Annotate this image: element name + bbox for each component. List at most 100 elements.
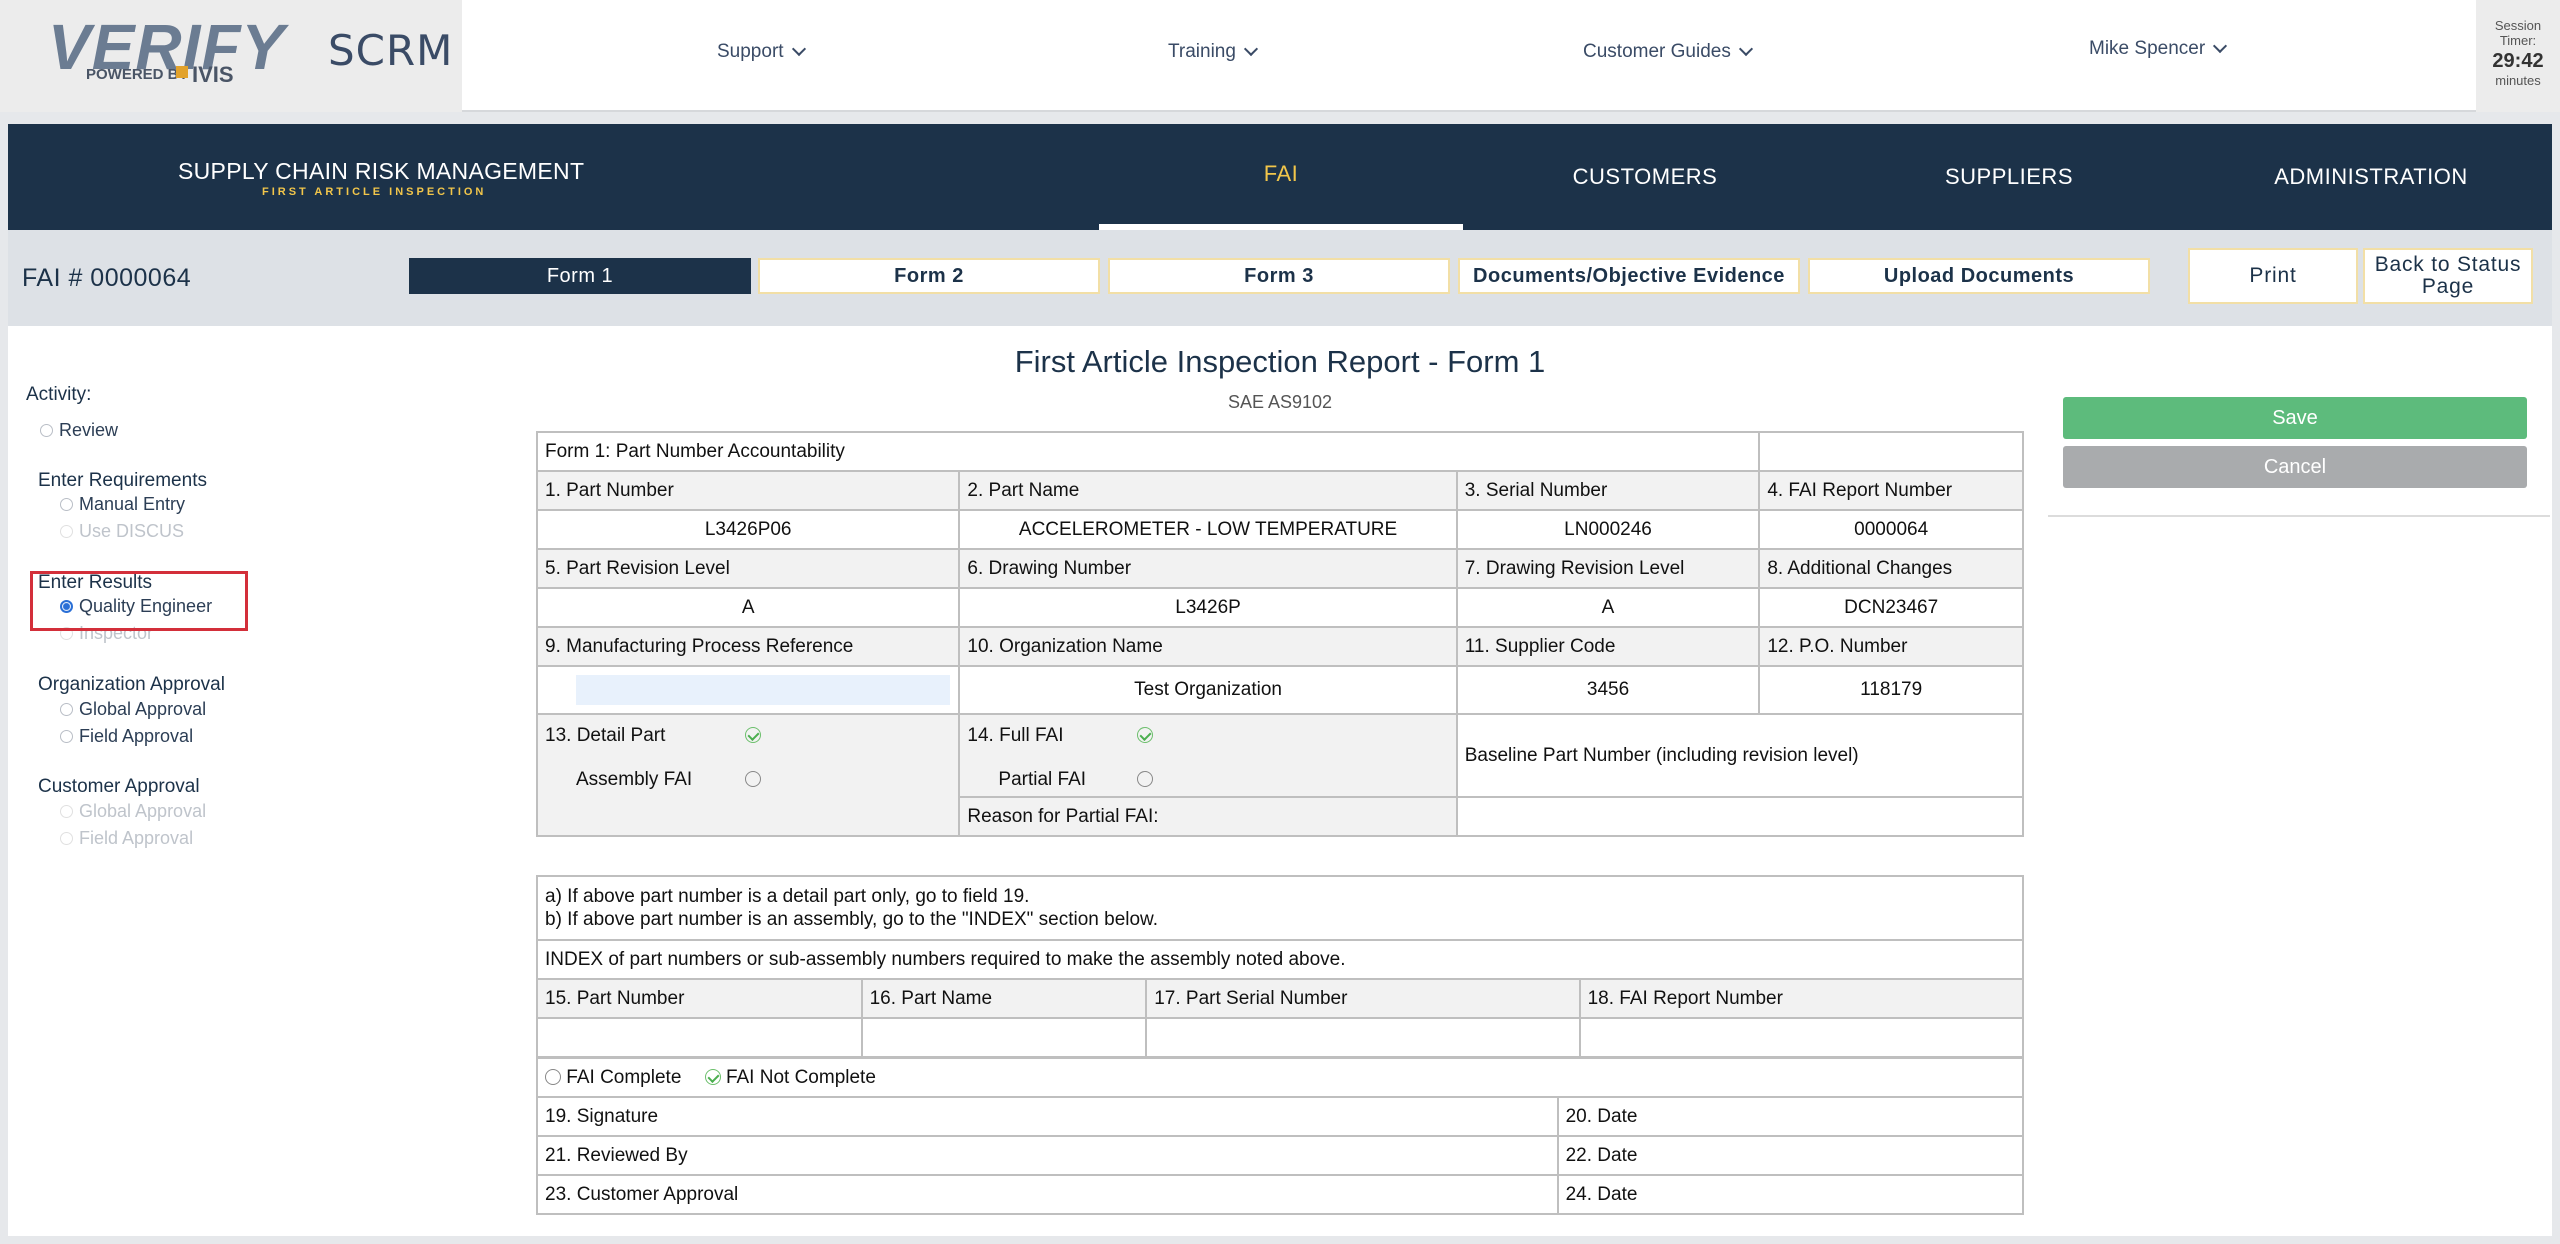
manual-entry-option[interactable]: Manual Entry [60,494,185,515]
tab-suppliers[interactable]: SUPPLIERS [1945,164,2073,189]
back-label-line1: Back to Status [2374,253,2522,276]
detail-part-check-icon[interactable] [745,727,761,743]
cust-field-approval-label: Field Approval [79,828,194,848]
index-part-name-header: 16. Part Name [860,978,1148,1019]
index-part-name-cell[interactable] [860,1017,1148,1058]
logo-powered-by: POWERED BY [86,66,189,83]
index-part-serial-cell[interactable] [1145,1017,1581,1058]
fai-not-complete-check-icon[interactable] [704,1069,721,1086]
customer-approval-heading: Customer Approval [38,776,200,797]
serial-number-header: 3. Serial Number [1455,470,1761,511]
radio-icon [40,424,53,437]
quality-engineer-label: Quality Engineer [79,596,213,616]
drawing-number-value: L3426P [958,587,1458,628]
nav-training[interactable]: Training [1168,41,1259,63]
signature-date-field[interactable]: 20. Date [1556,1096,2025,1137]
user-menu[interactable]: Mike Spencer [2089,38,2228,60]
signature-field[interactable]: 19. Signature [536,1096,1559,1137]
verify-logo-text: VERIFY [48,11,286,83]
radio-icon [60,498,73,511]
index-table: a) If above part number is a detail part… [536,875,2025,1058]
signature-table: FAI Complete FAI Not Complete 19. Signat… [536,1057,2025,1215]
mfg-process-ref-cell [535,665,961,715]
supplier-code-header: 11. Supplier Code [1455,626,1761,667]
fai-number: FAI # 0000064 [22,264,192,292]
part-revision-value: A [535,587,961,628]
organization-name-header: 10. Organization Name [958,626,1458,667]
customer-approval-field[interactable]: 23. Customer Approval [536,1174,1559,1215]
save-button[interactable]: Save [2063,397,2527,439]
tab-form-3[interactable]: Form 3 [1108,258,1450,294]
partial-fai-radio-icon[interactable] [1137,771,1154,787]
nav-support-label: Support [717,41,784,62]
reviewed-date-field[interactable]: 22. Date [1556,1135,2025,1176]
back-to-status-button[interactable]: Back to Status Page [2363,248,2533,304]
org-field-approval-option[interactable]: Field Approval [60,726,193,747]
tab-form-1[interactable]: Form 1 [409,258,751,294]
customer-approval-date-field[interactable]: 24. Date [1556,1174,2025,1215]
review-option[interactable]: Review [40,420,118,441]
part-name-value: ACCELEROMETER - LOW TEMPERATURE [958,509,1458,550]
index-description: INDEX of part numbers or sub-assembly nu… [536,939,2024,980]
divider [2048,515,2550,517]
section-title: Form 1: Part Number Accountability [535,431,1761,472]
chevron-down-icon [1738,41,1753,57]
index-part-number-cell[interactable] [536,1017,863,1058]
tab-customers[interactable]: CUSTOMERS [1572,164,1718,189]
activity-panel: Activity: Review Enter Requirements Manu… [8,326,308,866]
tab-form-2[interactable]: Form 2 [758,258,1100,294]
mfg-process-ref-input[interactable] [576,675,951,705]
tab-documents-evidence[interactable]: Documents/Objective Evidence [1458,258,1800,294]
activity-label: Activity: [26,384,92,405]
index-fai-report-cell[interactable] [1578,1017,2025,1058]
mfg-process-ref-header: 9. Manufacturing Process Reference [535,626,961,667]
quality-engineer-option[interactable]: Quality Engineer [60,596,212,617]
nav-support[interactable]: Support [717,41,806,63]
session-timer: Session Timer: 29:42 minutes [2476,0,2560,112]
tab-administration[interactable]: ADMINISTRATION [2274,164,2468,189]
assembly-fai-label: Assembly FAI [576,769,693,790]
print-button[interactable]: Print [2188,248,2358,304]
tab-fai[interactable]: FAI [1099,124,1463,230]
org-global-approval-option[interactable]: Global Approval [60,699,206,720]
nav-customer-guides[interactable]: Customer Guides [1583,41,1753,63]
logo[interactable]: VERIFY POWERED BY IVIS SCRM [0,0,462,112]
app-subtitle: FIRST ARTICLE INSPECTION [262,186,487,198]
instruction-a: a) If above part number is a detail part… [545,886,1030,907]
organization-name-value: Test Organization [958,665,1458,715]
part-revision-header: 5. Part Revision Level [535,548,961,589]
part-number-value: L3426P06 [535,509,961,550]
fai-complete-radio-icon[interactable] [545,1069,561,1086]
enter-requirements-heading: Enter Requirements [38,470,207,491]
chevron-down-icon [2213,38,2228,54]
enter-results-heading: Enter Results [38,572,153,593]
session-time: 29:42 [2492,50,2544,72]
back-label-line2: Page [2421,275,2475,298]
organization-approval-heading: Organization Approval [38,674,225,695]
highlight-box [30,571,248,631]
chevron-down-icon [791,41,806,57]
nav-training-label: Training [1168,41,1236,62]
radio-icon [60,805,73,818]
po-number-value: 118179 [1758,665,2024,715]
fai-not-complete-label: FAI Not Complete [725,1066,876,1088]
cancel-button[interactable]: Cancel [2063,446,2527,488]
reviewed-by-field[interactable]: 21. Reviewed By [536,1135,1559,1176]
section-blank [1758,431,2024,472]
reason-partial-fai: Reason for Partial FAI: [958,796,1458,837]
cust-global-approval-option: Global Approval [60,801,206,822]
cust-field-approval-option: Field Approval [60,828,193,849]
baseline-label: Baseline Part Number (including revision… [1464,744,1859,766]
partial-fai-label: Partial FAI [998,769,1087,790]
assembly-fai-radio-icon[interactable] [745,771,761,787]
app-short-name: SCRM [328,26,454,75]
detail-part-cell: 13. Detail Part Assembly FAI [535,713,961,837]
app-title[interactable]: SUPPLY CHAIN RISK MANAGEMENT [178,158,585,184]
drawing-number-header: 6. Drawing Number [958,548,1458,589]
full-fai-check-icon[interactable] [1137,727,1154,743]
additional-changes-value: DCN23467 [1758,587,2024,628]
ivis-mark-icon [176,66,188,78]
review-label: Review [59,420,119,440]
tab-upload-documents[interactable]: Upload Documents [1808,258,2150,294]
fai-complete-label: FAI Complete [566,1066,682,1088]
